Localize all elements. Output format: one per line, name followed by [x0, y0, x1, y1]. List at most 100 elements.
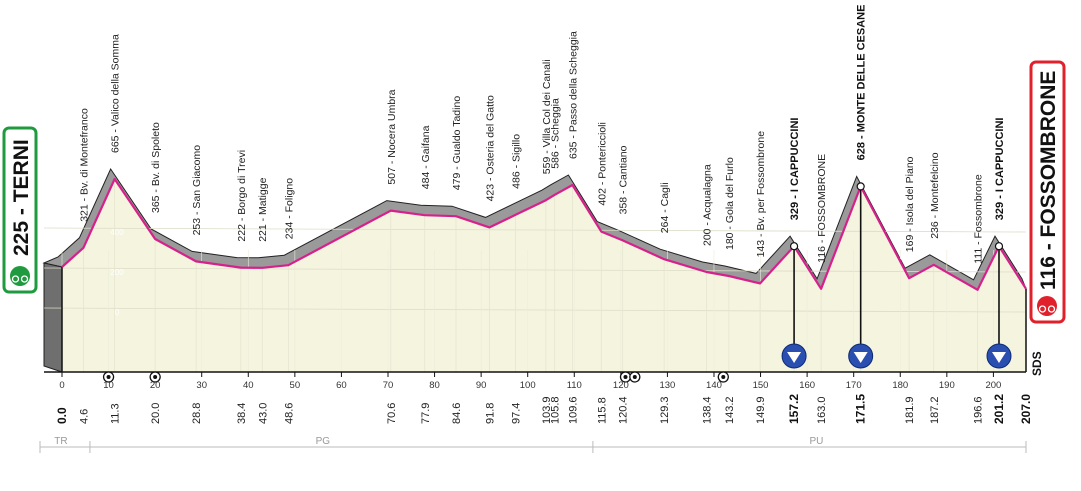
km-marker-label: 149.9 — [755, 396, 767, 424]
waypoint-label: 423 - Osteria del Gatto — [485, 95, 497, 201]
x-tick-label: 0 — [59, 380, 64, 391]
km-marker-label: 91.8 — [485, 403, 497, 424]
x-tick-label: 80 — [429, 380, 440, 391]
waypoint-label: 479 - Gualdo Tadino — [451, 96, 463, 191]
km-marker-label: 181.9 — [904, 396, 916, 424]
start-bike-icon — [10, 266, 30, 286]
waypoint-label: 180 - Gola del Furlo — [724, 157, 736, 250]
x-tick-label: 140 — [706, 380, 722, 391]
x-tick-label: 20 — [150, 380, 161, 391]
km-marker-label: 97.4 — [511, 403, 523, 424]
elevation-tick-label: 0 — [115, 308, 120, 317]
km-marker-label: 120.4 — [618, 396, 630, 424]
km-marker-label: 187.2 — [929, 396, 941, 424]
start-bike-wheel — [11, 275, 20, 283]
waypoint-label: 200 - Acqualagna — [702, 164, 714, 246]
km-marker-label: 196.6 — [973, 396, 985, 424]
waypoint-label: 665 - Valico della Somma — [110, 34, 122, 153]
x-tick-label: 120 — [613, 380, 629, 391]
x-tick-label: 60 — [336, 380, 347, 391]
elevation-gridline — [43, 267, 1027, 273]
x-tick-label: 130 — [659, 380, 675, 391]
gpm-badge-triangle — [853, 352, 868, 363]
waypoint-label: 329 - I CAPPUCCINI — [994, 117, 1006, 220]
finish-bike-wheel — [1047, 305, 1056, 313]
km-marker-label: 207.0 — [1019, 394, 1033, 424]
region-label: TR — [54, 436, 67, 447]
waypoint-label: 402 - Pontericcioli — [596, 122, 608, 205]
region-label: PG — [316, 436, 331, 447]
waypoint-label: 559 - Villa Col dei Canali — [541, 59, 553, 174]
sprint-marker-dot — [153, 375, 158, 379]
waypoint-label: 586 - Scheggia — [550, 98, 562, 169]
waypoint-label: 329 - I CAPPUCCINI — [789, 117, 801, 220]
waypoint-label: 236 - Montefelcino — [929, 152, 941, 239]
waypoint-label: 111 - Fossombrone — [973, 174, 985, 264]
gpm-top-dot — [856, 182, 865, 191]
km-marker-label: 28.8 — [191, 403, 203, 424]
finish-bike-wheel — [1038, 305, 1047, 313]
waypoint-label: 486 - Sigillo — [511, 134, 523, 189]
km-marker-label: 103.9 — [541, 396, 553, 424]
km-marker-label: 48.6 — [283, 403, 295, 424]
sprint-marker-dot — [623, 375, 628, 379]
route-line — [61, 177, 1027, 291]
gpm-top-dot — [994, 242, 1004, 251]
gpm-top-dot — [789, 242, 799, 251]
waypoint-label: 507 - Nocera Umbra — [386, 89, 398, 184]
sprint-marker-dot — [632, 375, 637, 379]
waypoint-label: 143 - Bv. per Fossombrone — [755, 131, 767, 258]
x-tick-label: 40 — [243, 380, 254, 391]
x-tick-label: 10 — [103, 380, 114, 391]
elevation-tick-label: 200 — [110, 268, 124, 277]
sds-logo: SDS — [1030, 351, 1044, 376]
start-box: 225 - TERNI — [2, 126, 38, 294]
elevation-gridline — [43, 227, 1027, 233]
km-marker-label: 129.3 — [659, 396, 671, 424]
km-marker-label: 4.6 — [78, 409, 90, 424]
finish-box: 116 - FOSSOMBRONE — [1029, 60, 1066, 324]
start-bike-wheel — [20, 275, 29, 283]
km-marker-label: 163.0 — [816, 396, 828, 424]
x-tick-label: 50 — [290, 380, 301, 391]
km-marker-label: 138.4 — [702, 396, 714, 424]
km-marker-label: 84.6 — [451, 403, 463, 424]
km-marker-label: 105.8 — [550, 396, 562, 424]
km-marker-label: 115.8 — [596, 397, 608, 424]
start-box-frame — [2, 126, 38, 294]
km-marker-label: 0.0 — [55, 407, 69, 424]
km-marker-label: 171.5 — [854, 394, 868, 424]
finish-bike-icon — [1037, 296, 1057, 316]
finish-box-frame — [1029, 60, 1066, 324]
gpm-badge-triangle — [787, 352, 802, 363]
region-label: PU — [809, 436, 823, 447]
waypoint-label: 222 - Borgo di Trevi — [236, 150, 248, 242]
waypoint-label: 234 - Foligno — [283, 178, 295, 239]
start-town-label: 225 - TERNI — [10, 139, 33, 256]
km-marker-label: 70.6 — [386, 403, 398, 424]
elevation-gridline — [43, 307, 1027, 313]
waypoint-label: 628 - MONTE DELLE CESANE — [856, 5, 868, 161]
waypoint-label: 169 - Isola del Piano — [904, 156, 916, 252]
x-tick-label: 70 — [383, 380, 394, 391]
waypoint-label: 264 - Cagli — [659, 182, 671, 233]
km-marker-label: 43.0 — [257, 403, 269, 424]
km-marker-label: 11.3 — [110, 403, 122, 424]
x-tick-label: 90 — [476, 380, 487, 391]
km-marker-label: 157.2 — [787, 394, 801, 424]
waypoint-label: 358 - Cantiano — [618, 145, 630, 214]
x-tick-label: 190 — [939, 380, 955, 391]
gpm-badge-triangle — [991, 352, 1006, 363]
x-tick-label: 170 — [846, 380, 862, 391]
profile-fill — [62, 179, 1026, 372]
waypoint-label: 116 - FOSSOMBRONE — [816, 154, 828, 263]
x-tick-label: 180 — [892, 380, 908, 391]
km-marker-label: 109.6 — [567, 396, 579, 424]
sprint-marker-dot — [106, 375, 111, 379]
km-marker-label: 20.0 — [150, 403, 162, 424]
x-tick-label: 100 — [520, 380, 536, 391]
waypoint-label: 635 - Passo della Scheggia — [567, 31, 579, 159]
waypoint-label: 221 - Matigge — [257, 177, 269, 241]
x-tick-label: 160 — [799, 380, 815, 391]
